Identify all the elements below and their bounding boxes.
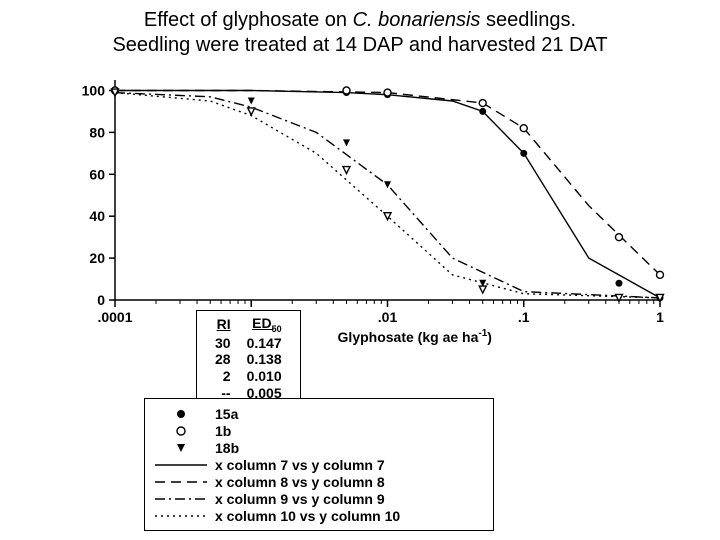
line-solid-icon xyxy=(153,458,209,472)
inset-header-ed50: ED50 xyxy=(239,315,290,335)
svg-text:80: 80 xyxy=(89,124,105,140)
legend-label: x column 8 vs y column 8 xyxy=(215,474,385,490)
svg-text:100: 100 xyxy=(82,82,106,98)
svg-text:.0001: .0001 xyxy=(97,309,132,325)
line-dash-dot-icon xyxy=(153,492,209,506)
legend-label: 1b xyxy=(215,423,231,439)
svg-text:0: 0 xyxy=(97,292,105,308)
legend-item: x column 9 vs y column 9 xyxy=(153,490,485,507)
legend: 15a1b18bx column 7 vs y column 7x column… xyxy=(144,398,494,531)
filled-circle-icon xyxy=(153,407,209,421)
legend-item: 1b xyxy=(153,422,485,439)
svg-text:.01: .01 xyxy=(378,309,398,325)
inset-row: 300.147 xyxy=(207,335,290,352)
legend-label: x column 9 vs y column 9 xyxy=(215,491,385,507)
line-dot-icon xyxy=(153,509,209,523)
inset-row: 20.010 xyxy=(207,368,290,385)
svg-text:Glyphosate (kg ae ha-1): Glyphosate (kg ae ha-1) xyxy=(338,328,492,345)
chart-title: Effect of glyphosate on C. bonariensis s… xyxy=(0,8,720,58)
legend-item: 18b xyxy=(153,439,485,456)
legend-label: x column 10 vs y column 10 xyxy=(215,508,400,524)
legend-label: x column 7 vs y column 7 xyxy=(215,457,385,473)
svg-text:1: 1 xyxy=(656,309,664,325)
legend-item: x column 7 vs y column 7 xyxy=(153,456,485,473)
legend-item: x column 10 vs y column 10 xyxy=(153,507,485,524)
svg-text:20: 20 xyxy=(89,250,105,266)
legend-item: x column 8 vs y column 8 xyxy=(153,473,485,490)
legend-item: 15a xyxy=(153,405,485,422)
inset-ri-ed50-table: RI ED50 300.147280.13820.010--0.005 xyxy=(196,310,301,409)
svg-text:60: 60 xyxy=(89,166,105,182)
inset-row: 280.138 xyxy=(207,351,290,368)
line-long-dash-icon xyxy=(153,475,209,489)
svg-text:40: 40 xyxy=(89,208,105,224)
inset-header-ri: RI xyxy=(207,315,239,335)
open-circle-icon xyxy=(153,424,209,438)
svg-text:.1: .1 xyxy=(518,309,530,325)
chart-area: 020406080100.0001.001.01.11Glyphosate (k… xyxy=(60,70,680,390)
legend-label: 18b xyxy=(215,440,239,456)
filled-down-triangle-icon xyxy=(153,441,209,455)
legend-label: 15a xyxy=(215,406,238,422)
chart-svg: 020406080100.0001.001.01.11Glyphosate (k… xyxy=(60,70,680,390)
